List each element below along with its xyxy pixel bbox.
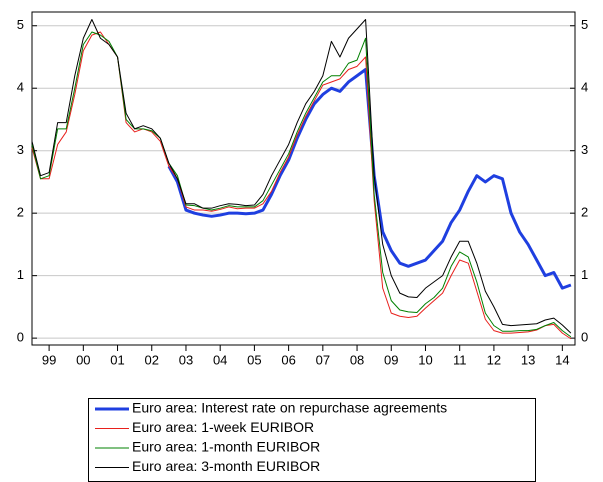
y-tick-label: 4	[17, 80, 24, 95]
y2-tick-label: 3	[581, 142, 588, 157]
x-tick-label: 09	[384, 352, 398, 367]
x-tick-label: 12	[487, 352, 501, 367]
legend-text: Euro area: Interest rate on repurchase a…	[132, 400, 447, 416]
plot-frame	[31, 11, 576, 346]
x-tick-label: 10	[418, 352, 432, 367]
y2-tick-label: 4	[581, 80, 588, 95]
y-tick-label: 1	[17, 267, 24, 282]
x-tick-label: 99	[42, 352, 56, 367]
y2-tick-label: 2	[581, 205, 588, 220]
series-line	[31, 31, 572, 340]
x-tick-label: 01	[110, 352, 124, 367]
series-line	[31, 19, 572, 334]
y-tick-label: 3	[17, 142, 24, 157]
x-tick-label: 08	[350, 352, 364, 367]
y-tick-label: 5	[17, 17, 24, 32]
legend-text: Euro area: 1-month EURIBOR	[132, 439, 320, 455]
y2-tick-label: 0	[581, 330, 588, 345]
x-tick-label: 04	[213, 352, 227, 367]
x-tick-label: 03	[179, 352, 193, 367]
series-line	[31, 31, 572, 338]
x-tick-label: 13	[521, 352, 535, 367]
x-tick-label: 14	[555, 352, 569, 367]
x-tick-label: 00	[76, 352, 90, 367]
legend-box	[88, 398, 536, 482]
y-tick-label: 0	[17, 330, 24, 345]
legend-text: Euro area: 1-week EURIBOR	[132, 419, 314, 435]
x-tick-label: 06	[281, 352, 295, 367]
x-tick-label: 05	[247, 352, 261, 367]
legend-text: Euro area: 3-month EURIBOR	[132, 458, 320, 474]
x-tick-label: 02	[145, 352, 159, 367]
x-tick-label: 11	[453, 352, 467, 367]
x-tick-label: 07	[316, 352, 330, 367]
y2-tick-label: 5	[581, 17, 588, 32]
y2-tick-label: 1	[581, 267, 588, 282]
y-tick-label: 2	[17, 205, 24, 220]
